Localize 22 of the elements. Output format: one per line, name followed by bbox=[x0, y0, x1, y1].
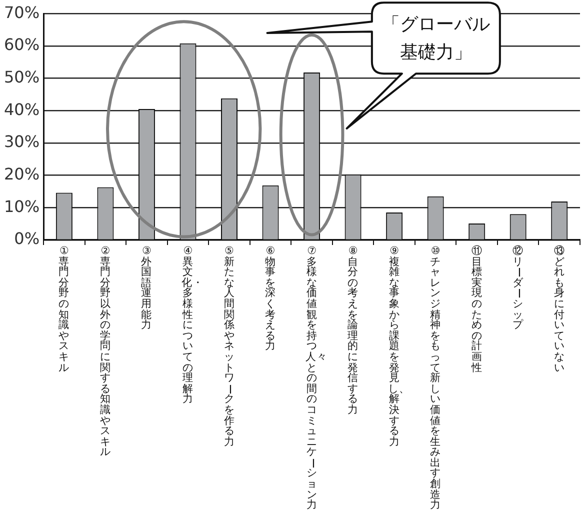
category-label: ⑬どれも身に付いていない bbox=[554, 245, 565, 374]
category-label: ②専門分野以外の学問に関する知識やスキル bbox=[100, 245, 111, 458]
category-label: ⑨複雑な事象から課題を発見し、解決する力 bbox=[388, 245, 410, 448]
y-tick-label: 40% bbox=[4, 100, 40, 119]
category-label: ⑪目標実現のための計画性 bbox=[471, 245, 482, 374]
x-tick-label: ⑫リーダーシップ bbox=[512, 245, 525, 332]
y-tick-label: 50% bbox=[4, 67, 40, 86]
category-label: ⑤新たな人間関係やネットワークを作る力 bbox=[224, 245, 236, 448]
category-label: ④異文化・多様性についての理解力 bbox=[181, 245, 204, 406]
category-label: ⑦多様な価値観を持つ人々との間のコミュニケーション力 bbox=[305, 245, 328, 512]
annotation: 「グローバル基礎力」 bbox=[380, 12, 491, 65]
y-tick-label: 30% bbox=[4, 132, 40, 152]
category-label: ⑥物事を深く考える力 bbox=[265, 245, 276, 352]
y-tick-label: 10% bbox=[4, 196, 40, 216]
y-tick-label: 0% bbox=[14, 229, 40, 248]
category-label: ⑧自分の考えを論理的に発信する力 bbox=[348, 245, 359, 416]
y-tick-label: 70% bbox=[4, 2, 40, 22]
category-label: ①専門分野の知識やスキル bbox=[58, 245, 70, 374]
x-tick-label: ③外国語運用能力 bbox=[140, 245, 154, 332]
y-tick-label: 60% bbox=[4, 35, 40, 54]
category-label: ⑩チャレンジ精神をもって新しい価値を生み出す創造力 bbox=[430, 245, 442, 512]
y-tick-label: 20% bbox=[4, 164, 40, 184]
